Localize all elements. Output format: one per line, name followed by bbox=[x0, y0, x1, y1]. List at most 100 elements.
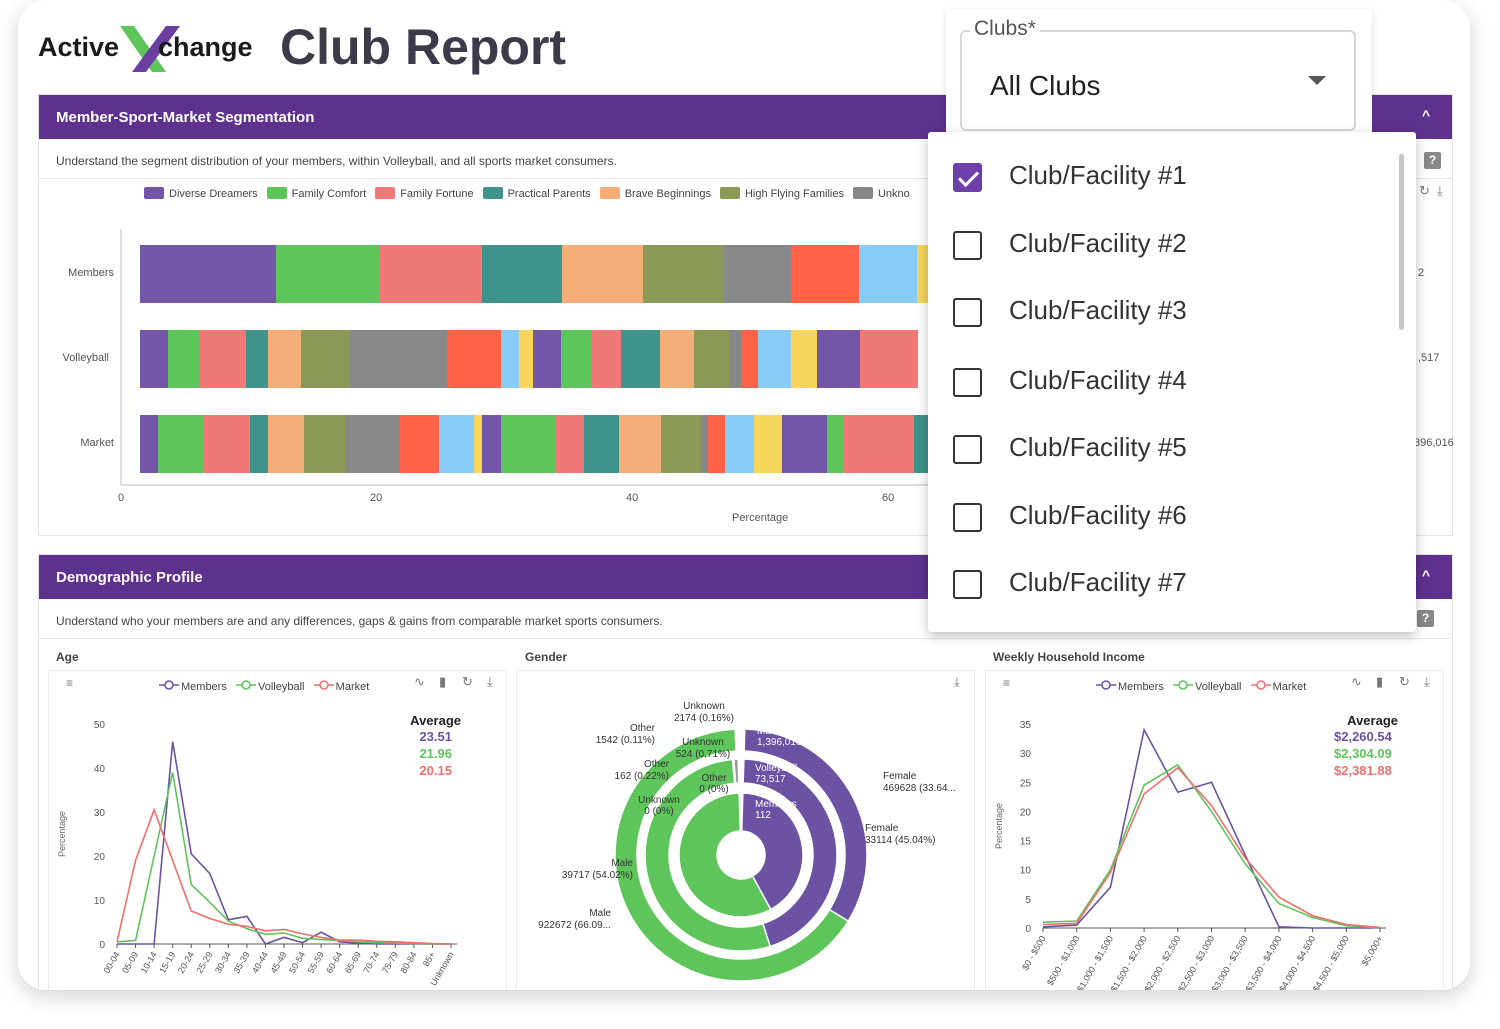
bar-segment[interactable] bbox=[708, 415, 725, 473]
bar-segment[interactable] bbox=[694, 330, 729, 388]
bar-segment[interactable] bbox=[842, 415, 915, 473]
bar-segment[interactable] bbox=[791, 330, 817, 388]
help-icon[interactable]: ? bbox=[1417, 610, 1434, 627]
bar-segment[interactable] bbox=[500, 415, 555, 473]
bar-segment[interactable] bbox=[481, 415, 501, 473]
bar-segment[interactable] bbox=[562, 245, 643, 303]
bar-segment[interactable] bbox=[621, 330, 660, 388]
club-option-label[interactable]: Club/Facility #3 bbox=[1009, 295, 1187, 325]
bar-segment[interactable] bbox=[439, 415, 474, 473]
bar-segment[interactable] bbox=[500, 330, 519, 388]
legend-label[interactable]: Market bbox=[1272, 681, 1307, 693]
download-icon[interactable]: ⤓ bbox=[487, 674, 493, 689]
bar-segment[interactable] bbox=[379, 245, 482, 303]
bar-segment[interactable] bbox=[200, 330, 247, 388]
legend-label[interactable]: Members bbox=[1118, 681, 1164, 693]
bar-segment[interactable] bbox=[561, 330, 592, 388]
bar-segment[interactable] bbox=[618, 415, 661, 473]
bar-segment[interactable] bbox=[140, 330, 169, 388]
bar-segment[interactable] bbox=[140, 415, 158, 473]
legend-label[interactable]: Market bbox=[335, 681, 370, 693]
collapse-caret-icon[interactable]: ^ bbox=[1421, 107, 1430, 123]
line-chart-icon[interactable]: ∿ bbox=[1351, 674, 1362, 689]
download-icon[interactable]: ⤓ bbox=[1424, 674, 1430, 689]
help-icon[interactable]: ? bbox=[1424, 152, 1441, 169]
bar-segment[interactable] bbox=[728, 330, 742, 388]
menu-icon[interactable]: ≡ bbox=[66, 676, 74, 690]
bar-segment[interactable] bbox=[724, 415, 755, 473]
checkbox-icon[interactable] bbox=[953, 298, 982, 327]
bar-segment[interactable] bbox=[518, 330, 533, 388]
refresh-icon[interactable]: ↻ bbox=[462, 674, 473, 689]
bar-segment[interactable] bbox=[246, 330, 268, 388]
legend-item[interactable]: Brave Beginnings bbox=[599, 187, 711, 200]
refresh-icon[interactable]: ↻ bbox=[1419, 183, 1430, 198]
bar-segment[interactable] bbox=[723, 245, 792, 303]
club-option-label[interactable]: Club/Facility #1 bbox=[1009, 160, 1187, 190]
bar-segment[interactable] bbox=[344, 415, 400, 473]
refresh-icon[interactable]: ↻ bbox=[1399, 674, 1410, 689]
bar-segment[interactable] bbox=[659, 330, 695, 388]
bar-segment[interactable] bbox=[275, 245, 380, 303]
bar-segment[interactable] bbox=[267, 330, 302, 388]
bar-segment[interactable] bbox=[816, 330, 861, 388]
bar-segment[interactable] bbox=[584, 415, 619, 473]
legend-item[interactable]: Family Comfort bbox=[266, 187, 366, 200]
bar-segment[interactable] bbox=[447, 330, 501, 388]
chevron-down-icon[interactable] bbox=[1308, 76, 1326, 85]
checkbox-icon[interactable] bbox=[953, 368, 982, 397]
bar-segment[interactable] bbox=[791, 245, 860, 303]
menu-icon[interactable]: ≡ bbox=[1003, 676, 1011, 690]
bar-segment[interactable] bbox=[250, 415, 268, 473]
bar-segment[interactable] bbox=[827, 415, 843, 473]
line-chart-icon[interactable]: ∿ bbox=[414, 674, 425, 689]
checkbox-checked-icon[interactable] bbox=[953, 163, 982, 192]
bar-segment[interactable] bbox=[782, 415, 828, 473]
checkbox-icon[interactable] bbox=[953, 503, 982, 532]
legend-label[interactable]: Members bbox=[181, 681, 227, 693]
legend-item[interactable]: High Flying Families bbox=[719, 187, 844, 200]
dropdown-scrollbar[interactable] bbox=[1399, 154, 1404, 330]
club-option-label[interactable]: Club/Facility #2 bbox=[1009, 228, 1187, 258]
club-option-label[interactable]: Club/Facility #4 bbox=[1009, 365, 1187, 395]
bar-segment[interactable] bbox=[758, 330, 792, 388]
download-icon[interactable]: ⤓ bbox=[1437, 183, 1443, 198]
checkbox-icon[interactable] bbox=[953, 231, 982, 260]
bar-segment[interactable] bbox=[349, 330, 448, 388]
checkbox-icon[interactable] bbox=[953, 435, 982, 464]
bar-segment[interactable] bbox=[532, 330, 562, 388]
bar-segment[interactable] bbox=[591, 330, 622, 388]
bar-segment[interactable] bbox=[660, 415, 701, 473]
legend-label[interactable]: Volleyball bbox=[258, 681, 305, 693]
download-icon[interactable]: ⤓ bbox=[954, 674, 960, 689]
bar-segment[interactable] bbox=[642, 245, 724, 303]
club-option-label[interactable]: Club/Facility #6 bbox=[1009, 500, 1187, 530]
bar-segment[interactable] bbox=[202, 415, 251, 473]
bar-segment[interactable] bbox=[303, 415, 345, 473]
bar-segment[interactable] bbox=[914, 415, 930, 473]
legend-item[interactable]: Diverse Dreamers bbox=[144, 187, 258, 200]
club-option-label[interactable]: Club/Facility #7 bbox=[1009, 567, 1187, 597]
bar-segment[interactable] bbox=[140, 245, 276, 303]
bar-segment[interactable] bbox=[859, 245, 917, 303]
legend-item[interactable]: Unkno bbox=[852, 187, 910, 200]
bar-chart-icon[interactable]: ▮ bbox=[439, 674, 447, 689]
bar-segment[interactable] bbox=[700, 415, 709, 473]
bar-segment[interactable] bbox=[481, 245, 563, 303]
bar-segment[interactable] bbox=[754, 415, 783, 473]
age-line-chart[interactable]: 50 40 30 20 10 0 Percentage 00-0405-0910-1415-1… bbox=[49, 671, 508, 990]
bar-segment[interactable] bbox=[474, 415, 482, 473]
bar-segment[interactable] bbox=[741, 330, 759, 388]
bar-segment[interactable] bbox=[267, 415, 304, 473]
income-line-chart[interactable]: 35 30 25 20 15 10 5 0 Percentage $0 - $500$500 - … bbox=[986, 671, 1445, 990]
bar-segment[interactable] bbox=[554, 415, 585, 473]
bar-segment[interactable] bbox=[399, 415, 440, 473]
clubs-select[interactable]: All Clubs bbox=[960, 30, 1356, 131]
bar-chart-icon[interactable]: ▮ bbox=[1376, 674, 1384, 689]
checkbox-icon[interactable] bbox=[953, 570, 982, 599]
bar-segment[interactable] bbox=[168, 330, 201, 388]
legend-label[interactable]: Volleyball bbox=[1195, 681, 1242, 693]
bar-segment[interactable] bbox=[157, 415, 203, 473]
legend-item[interactable]: Family Fortune bbox=[375, 187, 474, 200]
